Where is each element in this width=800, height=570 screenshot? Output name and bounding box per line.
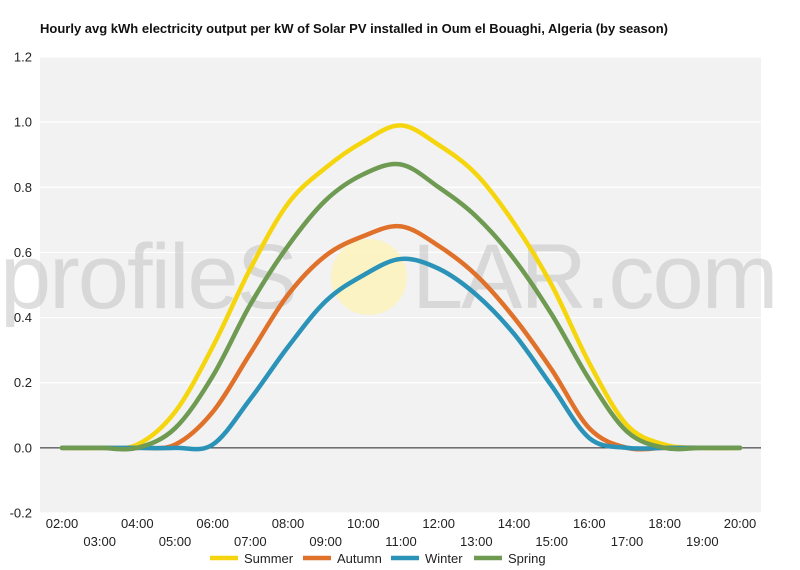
x-tick-label: 17:00: [611, 534, 644, 549]
x-tick-label: 02:00: [46, 516, 79, 531]
series-line-summer: [59, 123, 743, 451]
y-tick-label: 0.0: [14, 440, 32, 455]
watermark-sun-icon: [331, 239, 407, 315]
x-tick-label: 03:00: [83, 534, 116, 549]
chart-title: Hourly avg kWh electricity output per kW…: [40, 21, 668, 36]
x-tick-label: 06:00: [196, 516, 229, 531]
series-line-spring: [59, 161, 743, 452]
x-axis-ticks: 02:00 04:00 06:00 08:00 10:00 12:00 14:00 16:00…: [46, 516, 757, 549]
x-tick-label: 12:00: [422, 516, 455, 531]
x-tick-label: 16:00: [573, 516, 606, 531]
x-tick-label: 19:00: [686, 534, 719, 549]
x-tick-label: 05:00: [159, 534, 192, 549]
x-tick-label: 08:00: [272, 516, 305, 531]
x-tick-label: 09:00: [309, 534, 342, 549]
grid-lines: [40, 56, 761, 514]
y-tick-label: 0.6: [14, 245, 32, 260]
legend-label-summer: Summer: [244, 551, 294, 566]
legend-label-winter: Winter: [425, 551, 463, 566]
x-tick-label: 20:00: [724, 516, 757, 531]
y-tick-label: 1.0: [14, 115, 32, 130]
y-tick-label: 1.2: [14, 50, 32, 65]
legend: Summer Autumn Winter Spring: [210, 551, 546, 566]
y-tick-label: 0.2: [14, 375, 32, 390]
x-tick-label: 18:00: [648, 516, 681, 531]
series-lines: [40, 123, 761, 452]
x-tick-label: 04:00: [121, 516, 154, 531]
x-tick-label: 15:00: [535, 534, 568, 549]
y-tick-label: -0.2: [10, 506, 32, 521]
x-tick-label: 11:00: [385, 534, 417, 549]
x-tick-label: 13:00: [460, 534, 493, 549]
watermark-prefix: profileS: [0, 226, 296, 328]
x-tick-label: 07:00: [234, 534, 267, 549]
legend-label-autumn: Autumn: [337, 551, 382, 566]
watermark-suffix: LAR.com: [412, 226, 776, 328]
y-tick-label: 0.4: [14, 310, 32, 325]
legend-label-spring: Spring: [508, 551, 546, 566]
y-axis-ticks: -0.2 0.0 0.2 0.4 0.6 0.8 1.0 1.2: [10, 50, 32, 521]
x-tick-label: 14:00: [498, 516, 531, 531]
y-tick-label: 0.8: [14, 180, 32, 195]
x-tick-label: 10:00: [347, 516, 380, 531]
series-line-winter: [59, 256, 743, 452]
